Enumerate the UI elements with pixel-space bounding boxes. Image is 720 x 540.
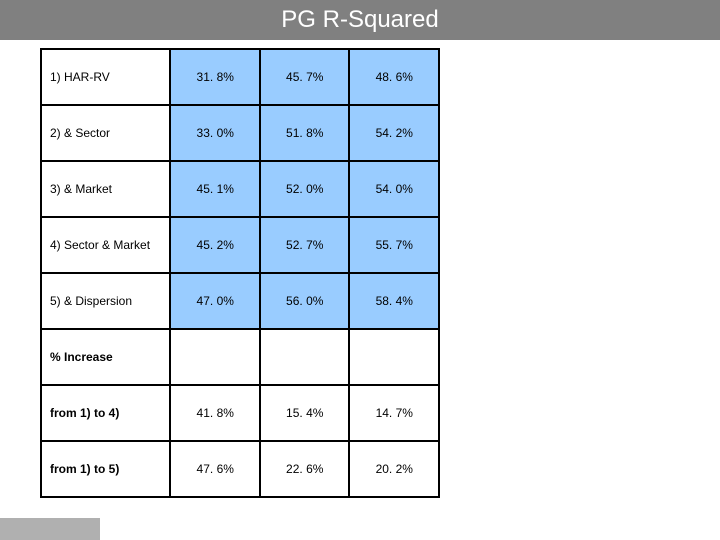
value-cell: 45. 7%: [260, 49, 350, 105]
value-cell: 31. 8%: [170, 49, 260, 105]
value-cell: 41. 8%: [170, 385, 260, 441]
value-cell: 48. 6%: [349, 49, 439, 105]
value-cell: 15. 4%: [260, 385, 350, 441]
title-bar: PG R-Squared: [0, 0, 720, 40]
table-row: 3) & Market45. 1%52. 0%54. 0%: [41, 161, 439, 217]
row-label: from 1) to 5): [41, 441, 170, 497]
value-cell: 54. 2%: [349, 105, 439, 161]
value-cell: [260, 329, 350, 385]
value-cell: 14. 7%: [349, 385, 439, 441]
table-row: % Increase: [41, 329, 439, 385]
row-label: 2) & Sector: [41, 105, 170, 161]
row-label: 5) & Dispersion: [41, 273, 170, 329]
value-cell: 58. 4%: [349, 273, 439, 329]
row-label: % Increase: [41, 329, 170, 385]
value-cell: 51. 8%: [260, 105, 350, 161]
value-cell: [170, 329, 260, 385]
value-cell: 47. 0%: [170, 273, 260, 329]
value-cell: 56. 0%: [260, 273, 350, 329]
value-cell: 33. 0%: [170, 105, 260, 161]
row-label: from 1) to 4): [41, 385, 170, 441]
value-cell: 45. 2%: [170, 217, 260, 273]
row-label: 1) HAR-RV: [41, 49, 170, 105]
footer-accent-bar: [0, 518, 100, 540]
r-squared-table-wrap: 1) HAR-RV31. 8%45. 7%48. 6%2) & Sector33…: [40, 48, 440, 498]
table-row: 5) & Dispersion47. 0%56. 0%58. 4%: [41, 273, 439, 329]
table-row: 2) & Sector33. 0%51. 8%54. 2%: [41, 105, 439, 161]
value-cell: 47. 6%: [170, 441, 260, 497]
table-row: 1) HAR-RV31. 8%45. 7%48. 6%: [41, 49, 439, 105]
value-cell: 52. 7%: [260, 217, 350, 273]
r-squared-table: 1) HAR-RV31. 8%45. 7%48. 6%2) & Sector33…: [40, 48, 440, 498]
table-row: 4) Sector & Market45. 2%52. 7%55. 7%: [41, 217, 439, 273]
value-cell: 52. 0%: [260, 161, 350, 217]
value-cell: 20. 2%: [349, 441, 439, 497]
row-label: 3) & Market: [41, 161, 170, 217]
value-cell: 55. 7%: [349, 217, 439, 273]
value-cell: 54. 0%: [349, 161, 439, 217]
value-cell: [349, 329, 439, 385]
value-cell: 45. 1%: [170, 161, 260, 217]
row-label: 4) Sector & Market: [41, 217, 170, 273]
value-cell: 22. 6%: [260, 441, 350, 497]
table-row: from 1) to 4)41. 8%15. 4%14. 7%: [41, 385, 439, 441]
page-title: PG R-Squared: [281, 6, 438, 34]
table-row: from 1) to 5)47. 6%22. 6%20. 2%: [41, 441, 439, 497]
